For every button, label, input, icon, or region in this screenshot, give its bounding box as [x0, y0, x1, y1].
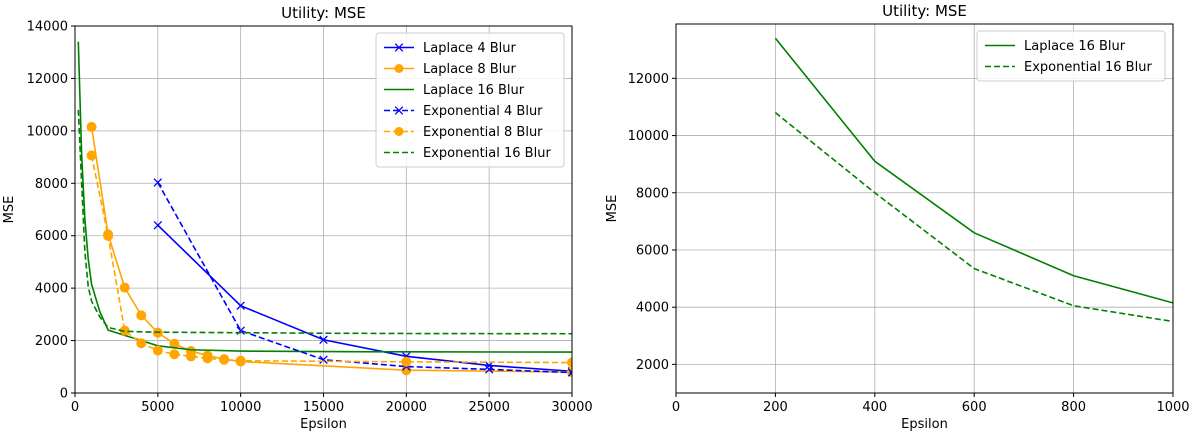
data-point-laplace-4-blur [153, 220, 163, 230]
legend-label-exponential-8-blur: Exponential 8 Blur [423, 125, 543, 140]
x-tick-label: 800 [1061, 400, 1086, 415]
legend-label-exponential-16-blur: Exponential 16 Blur [423, 146, 551, 161]
data-point-exponential-8-blur [219, 354, 230, 365]
chart-right: 0 200 400 600 800 1000 2000 4000 6000 8000 10000 12… [605, 2, 1190, 432]
legend-marker-laplace-4-blur [394, 43, 404, 52]
chart-title: Utility: MSE [882, 2, 967, 20]
series-line-exponential-16-blur [774, 112, 1173, 323]
x-tick-label: 600 [962, 400, 987, 415]
y-tick-label: 6000 [35, 229, 68, 244]
x-tick-label: 20000 [386, 400, 427, 415]
y-axis-title: MSE [2, 196, 17, 224]
x-tick-label: 0 [672, 400, 680, 415]
y-tick-label: 8000 [636, 186, 669, 201]
legend-label-exponential-4-blur: Exponential 4 Blur [423, 104, 543, 119]
series-line-exponential-8-blur [90, 155, 572, 364]
data-point-exponential-8-blur [567, 357, 572, 368]
legend-label-exponential-16-blur: Exponential 16 Blur [1024, 60, 1152, 75]
y-tick-label: 2000 [35, 334, 68, 349]
x-tick-label: 1000 [1156, 400, 1189, 415]
legend-marker-exponential-4-blur [394, 106, 404, 115]
legend-box [976, 30, 1166, 82]
y-tick-label: 0 [60, 387, 68, 402]
x-axis-title: Epsilon [300, 417, 347, 432]
y-tick-label: 10000 [628, 129, 669, 144]
y-tick-label: 4000 [35, 282, 68, 297]
series-line-laplace-8-blur [90, 126, 572, 373]
x-tick-label: 200 [763, 400, 788, 415]
data-point-exponential-8-blur [202, 353, 213, 364]
data-point-exponential-8-blur [169, 349, 180, 360]
legend-label-laplace-8-blur: Laplace 8 Blur [423, 62, 516, 77]
legend-label-laplace-16-blur: Laplace 16 Blur [423, 83, 525, 98]
x-tick-label: 15000 [303, 400, 344, 415]
series-line-exponential-4-blur [157, 182, 572, 374]
data-point-exponential-4-blur [153, 178, 163, 187]
x-tick-label: 5000 [141, 400, 174, 415]
data-point-exponential-8-blur [401, 356, 412, 367]
legend: Laplace 4 Blur Laplace 8 Blur Laplace 16 B… [375, 32, 565, 168]
y-tick-label: 2000 [636, 358, 669, 373]
data-point-exponential-8-blur [185, 351, 196, 362]
data-point-exponential-8-blur [152, 345, 163, 356]
plot-frame [675, 23, 1174, 394]
data-point-exponential-8-blur [103, 230, 114, 241]
x-tick-label: 400 [862, 400, 887, 415]
legend-box [375, 32, 565, 168]
y-tick-label: 12000 [27, 72, 68, 87]
legend-label-laplace-16-blur: Laplace 16 Blur [1024, 39, 1126, 54]
x-tick-label: 30000 [551, 400, 592, 415]
data-point-laplace-8-blur [136, 310, 147, 321]
legend-marker-laplace-8-blur [394, 64, 404, 73]
chart-left: 0 5000 10000 15000 20000 25000 30000 0 2000 4000 6… [2, 4, 593, 432]
y-tick-label: 8000 [35, 177, 68, 192]
data-point-laplace-8-blur [119, 282, 130, 293]
y-tick-label: 4000 [636, 301, 669, 316]
legend-label-laplace-4-blur: Laplace 4 Blur [423, 41, 516, 56]
y-tick-label: 12000 [628, 72, 669, 87]
x-tick-label: 0 [71, 400, 79, 415]
data-point-exponential-8-blur [235, 355, 246, 366]
data-point-exponential-8-blur [136, 338, 147, 349]
y-tick-label: 10000 [27, 124, 68, 139]
y-tick-label: 6000 [636, 243, 669, 258]
x-tick-label: 10000 [220, 400, 261, 415]
legend-marker-exponential-8-blur [394, 127, 404, 136]
x-tick-label: 25000 [468, 400, 509, 415]
data-point-exponential-4-blur [319, 355, 328, 364]
legend: Laplace 16 Blur Exponential 16 Blur [976, 30, 1166, 82]
data-point-laplace-4-blur [236, 301, 245, 310]
series-line-laplace-16-blur [77, 41, 572, 353]
series-line-laplace-16-blur [774, 37, 1173, 304]
y-tick-label: 14000 [27, 20, 68, 35]
x-axis-title: Epsilon [901, 417, 948, 432]
data-point-exponential-4-blur [484, 365, 494, 374]
data-point-laplace-4-blur [319, 335, 328, 345]
y-axis-title: MSE [605, 195, 620, 223]
series-line-laplace-4-blur [157, 224, 572, 373]
data-point-exponential-4-blur [567, 368, 572, 377]
data-point-laplace-8-blur [86, 121, 97, 132]
chart-title: Utility: MSE [281, 4, 366, 22]
data-point-exponential-8-blur [86, 150, 97, 161]
